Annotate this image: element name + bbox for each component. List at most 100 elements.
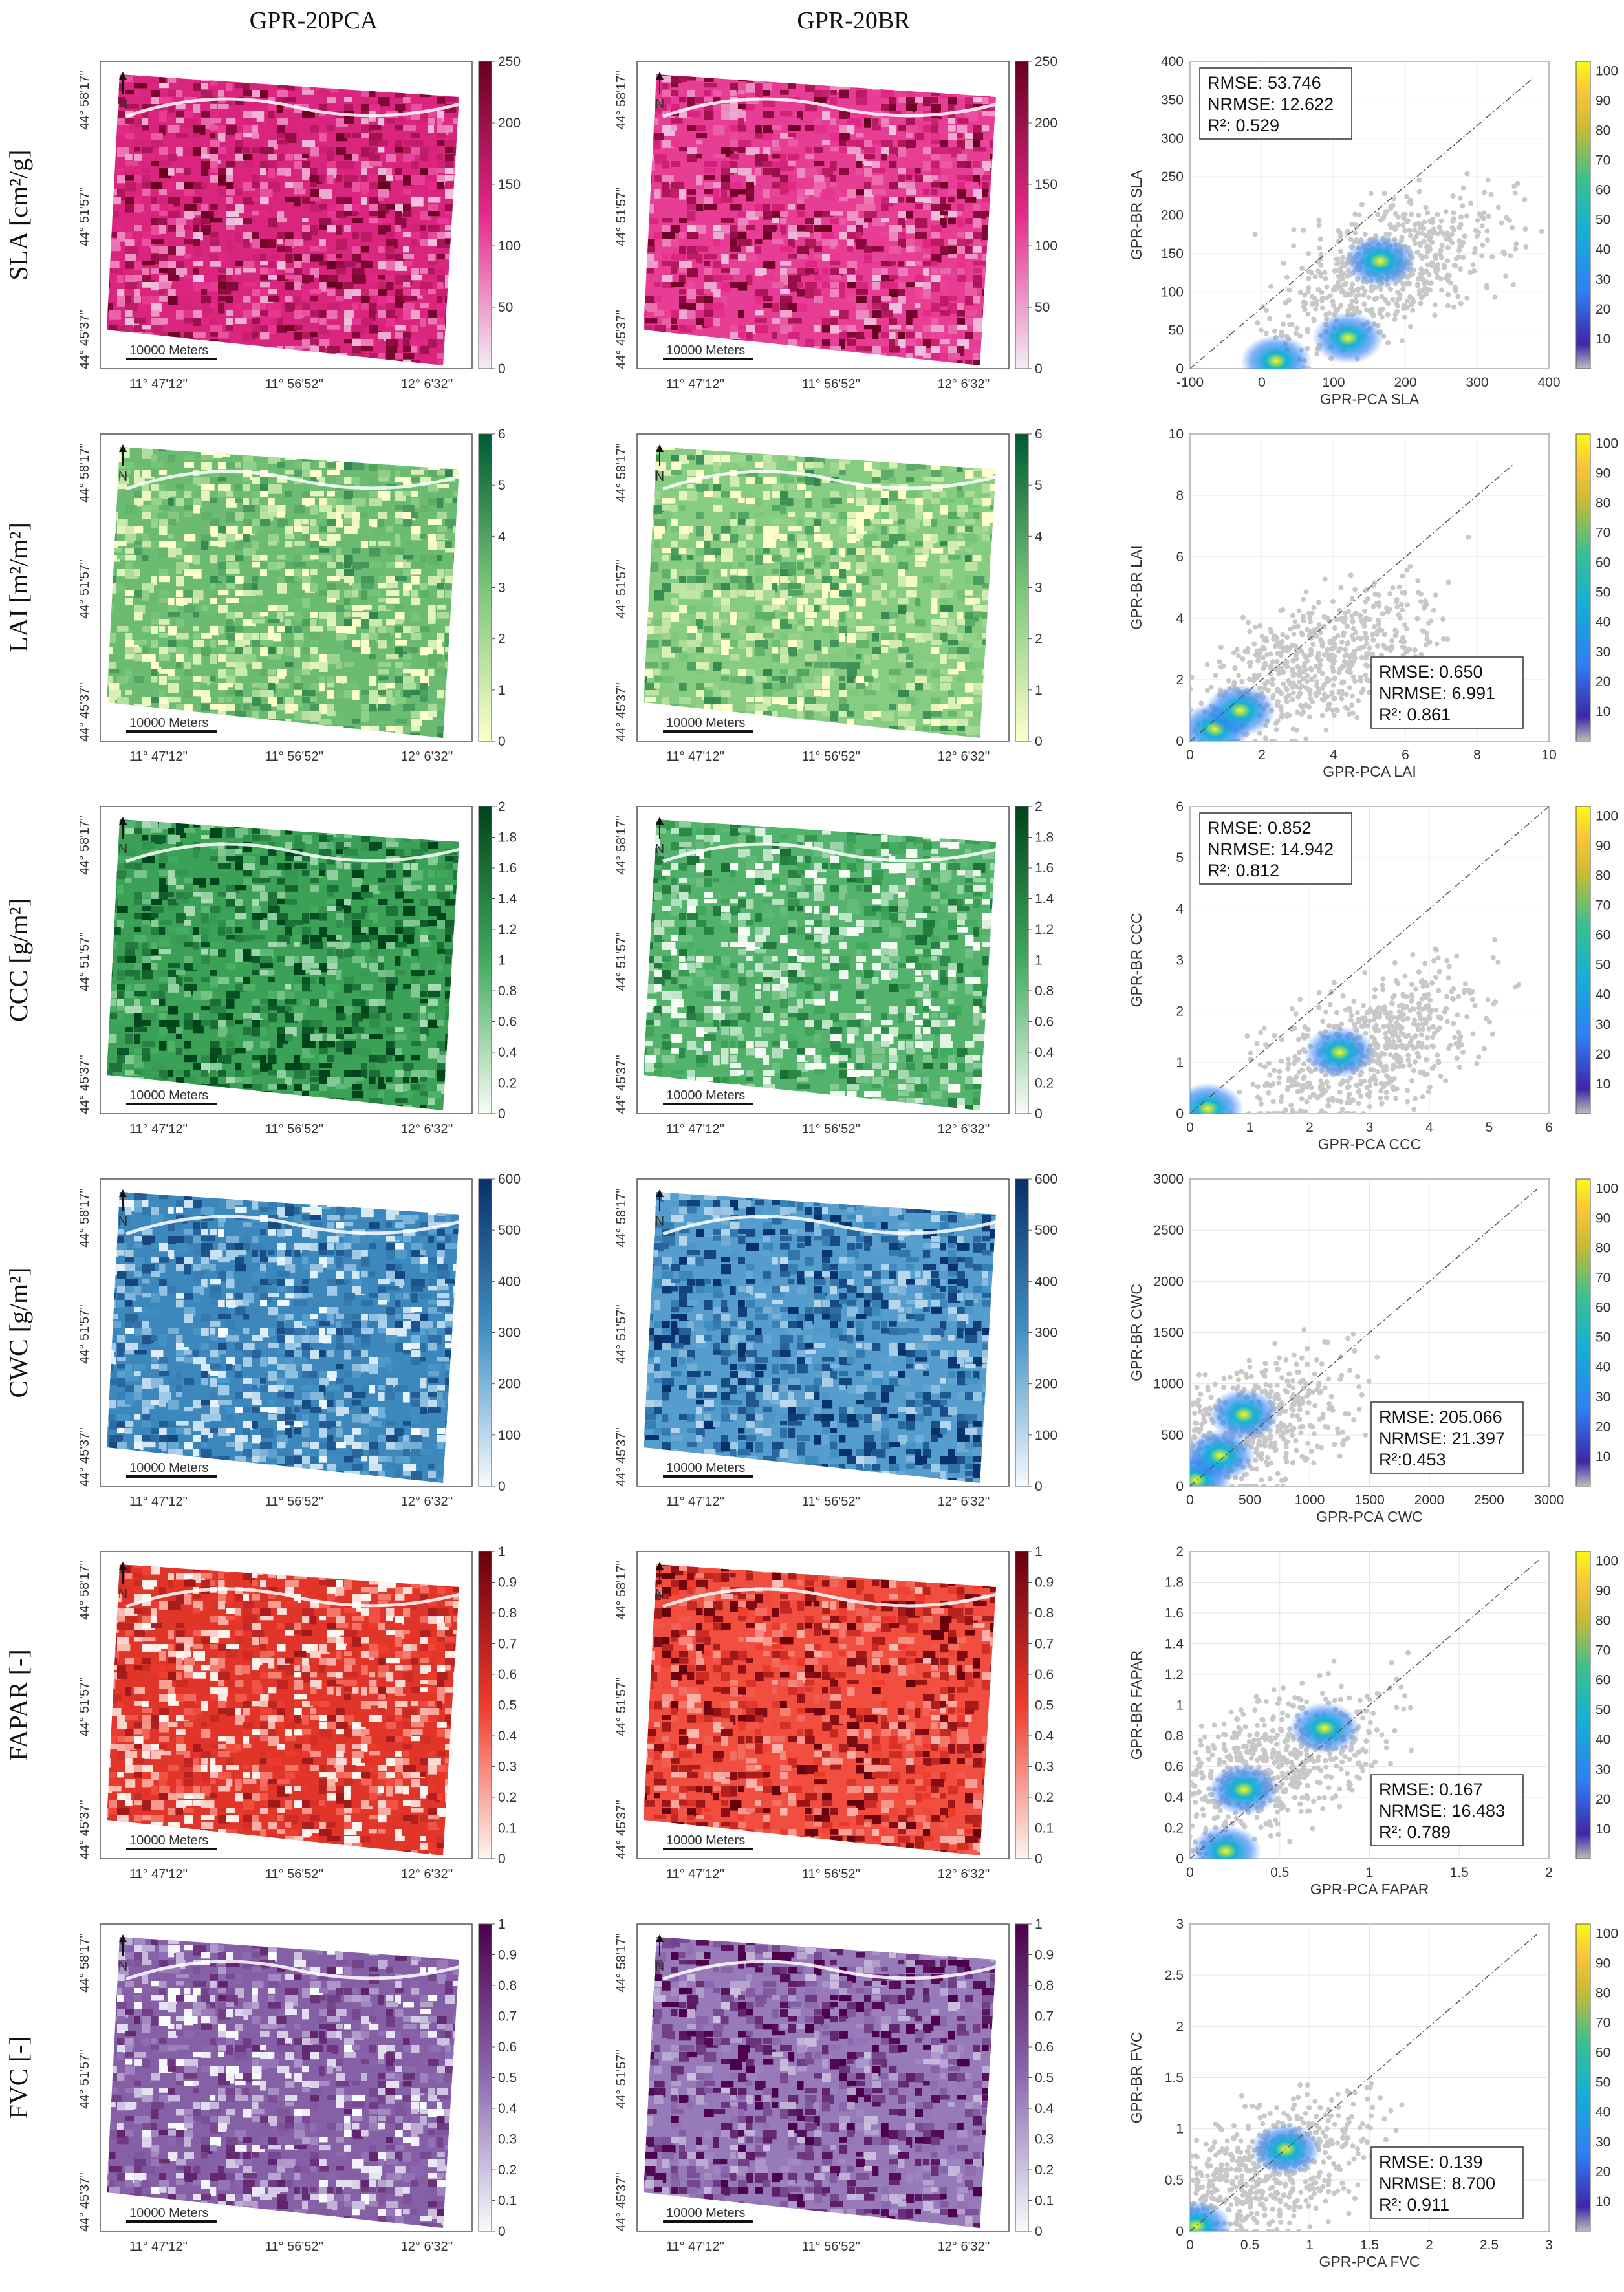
scatter-point [1304, 1772, 1310, 1778]
scatter-point [1239, 2093, 1244, 2099]
lon-label: 11° 56'52'' [265, 1495, 323, 1509]
scatter-point [1267, 316, 1273, 321]
scatter-point [1362, 232, 1368, 237]
scatter-point [1327, 1002, 1333, 1008]
lat-label: 44° 45'37'' [614, 682, 629, 742]
scatter-point [1347, 1757, 1352, 1762]
scatter-point [1350, 2101, 1356, 2107]
scatter-point [1149, 2223, 1154, 2229]
scatter-point [1260, 2121, 1266, 2126]
scatter-point [1317, 1672, 1323, 1678]
scatter-point [1383, 1089, 1389, 1095]
scatter-point [1314, 1443, 1320, 1449]
scatter-point [1364, 640, 1370, 646]
stats-box [1370, 1774, 1524, 1846]
scatter-point [1367, 1083, 1372, 1089]
colorbar-tick-label: 50 [498, 300, 513, 315]
row-label: CCC [g/m²] [4, 898, 33, 1022]
scatter-point [1240, 2201, 1246, 2207]
scatter-point [1245, 620, 1251, 625]
scatter-point [1295, 2095, 1301, 2101]
scatter-point [1284, 1389, 1290, 1395]
scatter-point [1225, 1814, 1231, 1820]
scatter-point [1398, 1057, 1404, 1063]
scatter-point [1262, 1443, 1268, 1449]
scalebar-label: 10000 Meters [129, 343, 208, 358]
scatter-point [1336, 2113, 1341, 2119]
scatter-point [1425, 1088, 1431, 1094]
scatter-point [1299, 1680, 1305, 1686]
lon-label: 11° 47'12'' [129, 1495, 188, 1509]
scatter-point [1300, 1400, 1306, 1405]
scatter-point [1328, 2137, 1334, 2143]
scatter-point [1224, 2178, 1229, 2183]
x-tick-label: 0 [1258, 375, 1266, 390]
scatter-point [1436, 1025, 1442, 1031]
scatter-point [1421, 219, 1427, 225]
scatter-point [1219, 2127, 1225, 2133]
scatter-point [1272, 1803, 1278, 1809]
scatter-point [1124, 1484, 1129, 1489]
lon-label: 11° 47'12'' [129, 1867, 188, 1881]
scatter-point [1322, 576, 1328, 582]
scatter-point [1298, 2115, 1304, 2121]
scatter-point [1141, 1788, 1146, 1793]
colorbar-tick-label: 0.1 [1035, 2194, 1054, 2209]
scatter-point [1392, 1045, 1398, 1051]
colorbar-tick-label: 0 [1035, 734, 1043, 749]
scatter-point [1311, 605, 1317, 611]
scatter-point [1272, 328, 1277, 334]
scatter-point [1361, 644, 1367, 650]
scatter-point [1342, 292, 1348, 298]
scatter-point [1303, 1381, 1309, 1387]
scatter-point [1308, 270, 1314, 276]
density-tick-label: 10 [1596, 2194, 1610, 2209]
lon-label: 12° 6'32'' [938, 750, 990, 764]
scatter-point [1325, 1339, 1330, 1345]
lon-label: 12° 6'32'' [401, 377, 453, 391]
scatter-point [1237, 2214, 1243, 2220]
scatter-point [1488, 191, 1494, 197]
scatter-point [1447, 1043, 1453, 1048]
scatter-point [1267, 1383, 1273, 1389]
scatter-point [1166, 1484, 1171, 1489]
colorbar-tick-label: 0.6 [498, 1667, 517, 1682]
scatter-point [1290, 1385, 1296, 1391]
colorbar [478, 1178, 492, 1487]
x-tick-label: 1 [1246, 1120, 1254, 1135]
scatter-point [1499, 220, 1504, 226]
x-axis-label: GPR-PCA LAI [1323, 763, 1416, 780]
scatter-point [1260, 655, 1266, 661]
scatter-point [1289, 1006, 1295, 1011]
scatter-point [1213, 2168, 1219, 2174]
scatter-point [1424, 279, 1429, 285]
scatter-point [1429, 239, 1435, 245]
scatter-point [1400, 338, 1405, 343]
scatter-point [1278, 2219, 1284, 2225]
scatter-point [1290, 673, 1296, 679]
scatter-point [1352, 587, 1358, 592]
scatter-point [1310, 699, 1315, 705]
scatter-point [1492, 999, 1498, 1005]
scatter-point [1222, 1732, 1228, 1738]
scatter-point [1297, 1108, 1303, 1114]
scatter-point [1286, 1371, 1292, 1377]
colorbar-tick-label: 1 [1035, 953, 1043, 968]
scatter-point [1289, 1432, 1295, 1438]
scatter-point [1407, 647, 1413, 653]
scatter-point [1283, 1444, 1289, 1450]
scatter-point [1290, 1769, 1296, 1775]
scatter-point [1231, 1730, 1237, 1736]
scatter-point [1397, 1014, 1403, 1020]
scatter-point [1277, 1068, 1283, 1074]
scatter-point [1279, 1762, 1285, 1768]
scatter-point [1290, 667, 1295, 673]
scatter-point [1136, 1438, 1141, 1443]
scatter-point [1425, 248, 1431, 254]
y-tick-label: 1.4 [1165, 1637, 1184, 1652]
scatter-point [1370, 637, 1376, 643]
scatter-point [1306, 2104, 1312, 2110]
scatter-point [1152, 2229, 1157, 2234]
scatter-point [1455, 294, 1461, 299]
scatter-point [1367, 1089, 1373, 1095]
